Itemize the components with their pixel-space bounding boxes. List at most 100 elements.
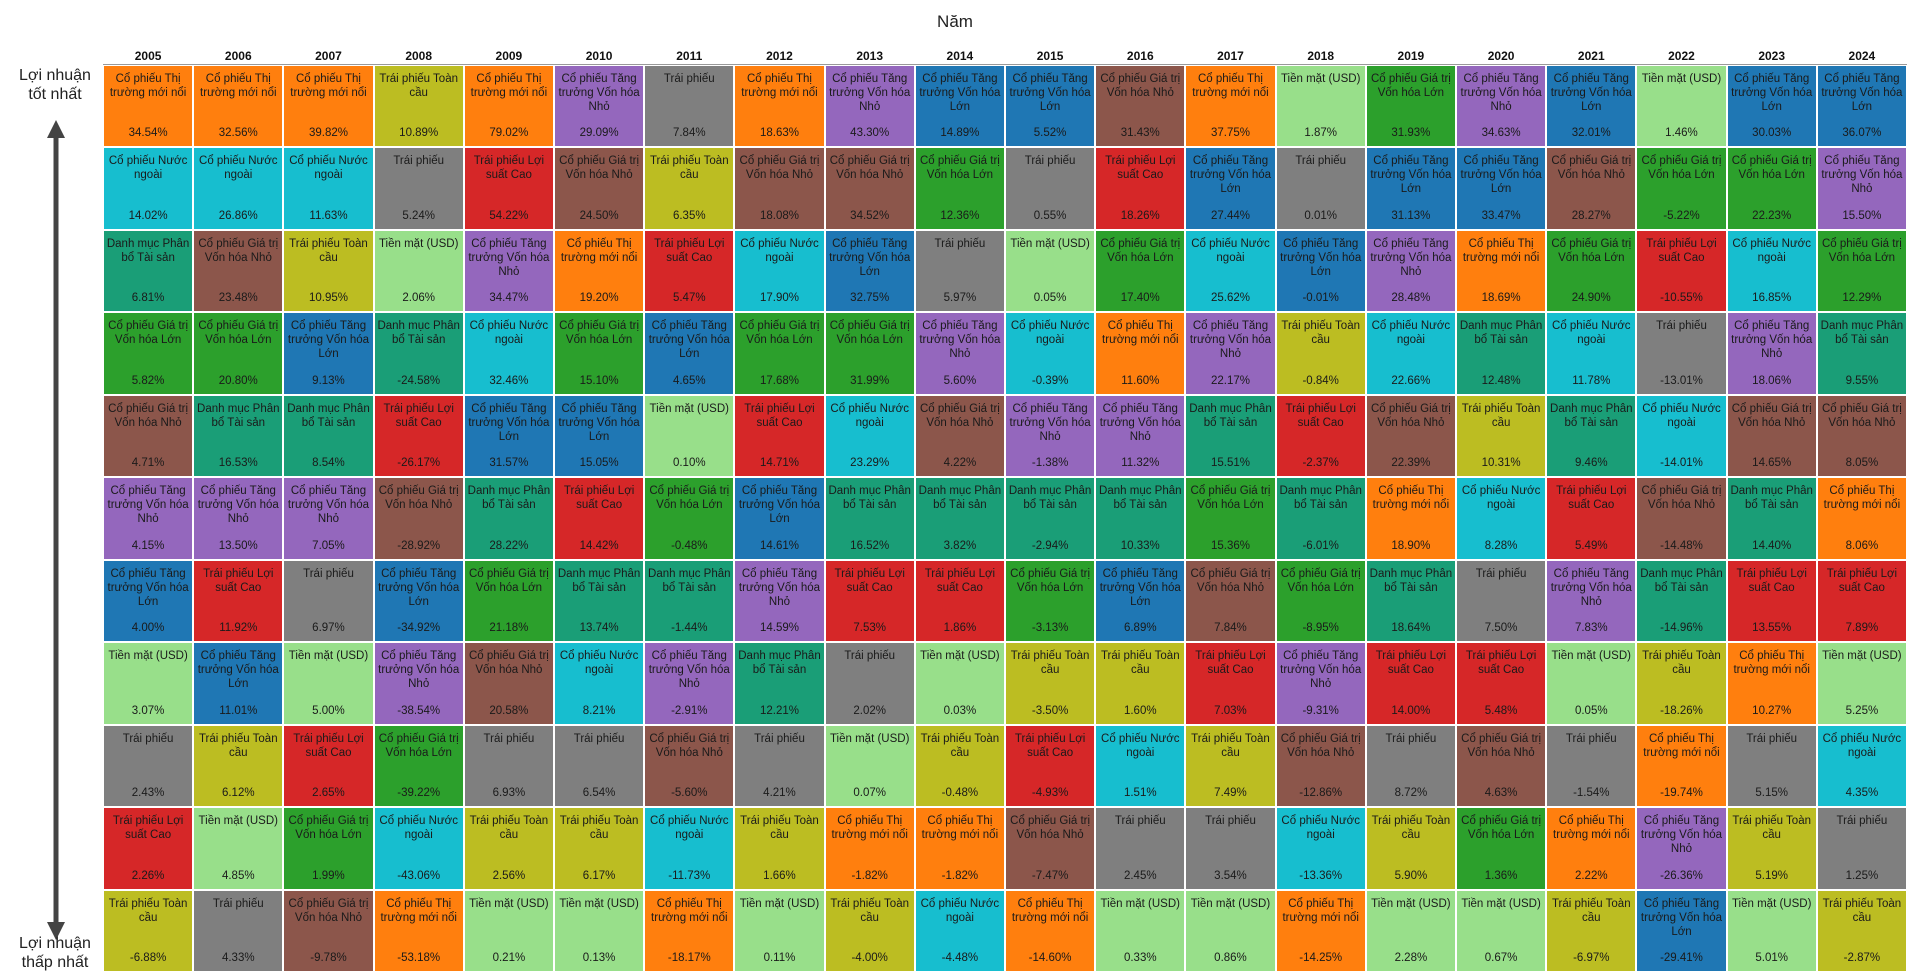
return-value: 10.31% [1481, 457, 1521, 470]
return-value: 20.58% [489, 704, 529, 717]
return-cell: Cổ phiếu Nước ngoài 23.29% [824, 394, 915, 478]
return-cell: Cổ phiếu Thị trường mới nổi 8.06% [1816, 477, 1907, 560]
asset-class-name: Cổ phiếu Tăng trưởng Vốn hóa Lớn [829, 237, 911, 278]
return-value: 5.60% [943, 374, 977, 387]
asset-class-name: Cổ phiếu Nước ngoài [289, 155, 368, 182]
asset-class-name: Trái phiếu Toàn cầu [559, 815, 639, 842]
return-cell: Cổ phiếu Giá trị Vốn hóa Lớn 22.23% [1726, 147, 1817, 230]
return-cell: Danh mục Phân bổ Tài sản 9.55% [1816, 312, 1907, 395]
return-value: 18.26% [1120, 209, 1160, 222]
return-value: 18.90% [1391, 539, 1431, 552]
return-cell: Trái phiếu Lợi suất Cao -2.37% [1275, 394, 1366, 478]
asset-class-name: Cổ phiếu Nước ngoài [108, 155, 188, 182]
return-value: -7.47% [1031, 869, 1069, 882]
asset-class-name: Cổ phiếu Tăng trưởng Vốn hóa Nhỏ [1821, 155, 1903, 196]
return-value: 37.75% [1210, 127, 1250, 140]
return-value: -2.37% [1302, 457, 1339, 470]
year-header: 2013 [824, 48, 915, 65]
asset-class-name: Cổ phiếu Nước ngoài [1281, 815, 1360, 842]
asset-class-name: Cổ phiếu Tăng trưởng Vốn hóa Nhỏ [738, 567, 821, 608]
return-cell: Cổ phiếu Giá trị Vốn hóa Lớn 12.36% [914, 147, 1005, 230]
asset-class-name: Cổ phiếu Tăng trưởng Vốn hóa Lớn [1821, 73, 1903, 113]
asset-class-name: Cổ phiếu Giá trị Vốn hóa Nhỏ [1100, 73, 1181, 99]
return-cell: Trái phiếu 6.93% [463, 724, 554, 808]
return-value: 14.61% [759, 539, 799, 552]
asset-class-name: Cổ phiếu Tăng trưởng Vốn hóa Lớn [1189, 155, 1272, 196]
return-cell: Trái phiếu -13.01% [1636, 312, 1727, 395]
return-value: 4.63% [1484, 787, 1518, 800]
return-cell: Tiền mặt (USD) 0.11% [734, 889, 825, 972]
asset-class-name: Trái phiếu Toàn cầu [1010, 650, 1090, 677]
asset-class-name: Tiền mặt (USD) [198, 815, 278, 828]
asset-class-name: Danh mục Phân bổ Tài sản [197, 402, 280, 429]
asset-class-name: Cổ phiếu Nước ngoài [1191, 237, 1270, 264]
return-cell: Cổ phiếu Giá trị Vốn hóa Lớn -3.13% [1005, 559, 1096, 643]
asset-class-name: Trái phiếu Toàn cầu [920, 732, 1000, 759]
asset-class-name: Cổ phiếu Giá trị Vốn hóa Nhỏ [1821, 402, 1902, 429]
return-cell: Trái phiếu 0.01% [1275, 147, 1366, 230]
return-value: 15.36% [1210, 539, 1250, 552]
return-value: 5.25% [1845, 704, 1879, 717]
return-cell: Trái phiếu Toàn cầu -4.00% [824, 889, 915, 972]
return-value: 6.81% [131, 292, 165, 305]
return-cell: Trái phiếu Lợi suất Cao 14.71% [734, 394, 825, 478]
return-value: 10.89% [399, 127, 439, 140]
return-value: 8.06% [1845, 539, 1879, 552]
return-value: -0.84% [1302, 374, 1339, 387]
return-value: 8.54% [312, 457, 345, 470]
return-value: 4.22% [943, 457, 977, 470]
asset-class-name: Cổ phiếu Tăng trưởng Vốn hóa Nhỏ [648, 650, 730, 691]
return-cell: Tiền mặt (USD) 2.06% [373, 229, 464, 313]
return-value: 2.22% [1574, 869, 1608, 882]
return-cell: Trái phiếu Toàn cầu 10.95% [283, 229, 374, 313]
return-cell: Cổ phiếu Thị trường mới nổi 79.02% [463, 65, 554, 148]
return-cell: Cổ phiếu Giá trị Vốn hóa Lớn -0.48% [644, 477, 735, 560]
return-cell: Cổ phiếu Nước ngoài 26.86% [193, 147, 284, 230]
return-value: 32.46% [489, 374, 529, 387]
return-cell: Trái phiếu Toàn cầu 5.90% [1365, 807, 1456, 890]
asset-class-name: Cổ phiếu Tăng trưởng Vốn hóa Lớn [919, 73, 1001, 113]
asset-class-name: Tiền mặt (USD) [559, 897, 639, 910]
asset-class-name: Cổ phiếu Giá trị Vốn hóa Nhỏ [1731, 402, 1812, 429]
year-header: 2010 [554, 48, 645, 65]
return-cell: Cổ phiếu Tăng trưởng Vốn hóa Lớn -29.41% [1636, 889, 1727, 972]
return-cell: Cổ phiếu Tăng trưởng Vốn hóa Lớn 5.52% [1005, 65, 1096, 148]
return-value: 18.63% [759, 127, 799, 140]
return-value: 22.39% [1391, 457, 1431, 470]
return-cell: Cổ phiếu Tăng trưởng Vốn hóa Nhỏ 7.05% [283, 477, 374, 560]
return-value: 5.00% [312, 704, 345, 717]
asset-class-name: Cổ phiếu Giá trị Vốn hóa Lớn [1100, 237, 1181, 264]
year-header: 2016 [1095, 48, 1186, 65]
return-cell: Cổ phiếu Tăng trưởng Vốn hóa Lớn 4.65% [644, 312, 735, 395]
asset-class-name: Tiền mặt (USD) [378, 237, 459, 250]
asset-class-name: Trái phiếu Toàn cầu [1551, 897, 1631, 924]
return-value: 25.62% [1210, 292, 1250, 305]
return-cell: Cổ phiếu Nước ngoài 1.51% [1095, 724, 1186, 808]
return-value: 15.05% [579, 457, 619, 470]
return-cell: Cổ phiếu Nước ngoài -4.48% [914, 889, 1005, 972]
return-cell: Tiền mặt (USD) 5.25% [1816, 642, 1907, 725]
asset-class-name: Cổ phiếu Giá trị Vốn hóa Lớn [1190, 485, 1271, 512]
asset-class-name: Cổ phiếu Tăng trưởng Vốn hóa Nhỏ [287, 485, 370, 526]
asset-class-name: Cổ phiếu Tăng trưởng Vốn hóa Nhỏ [919, 320, 1001, 361]
return-cell: Danh mục Phân bổ Tài sản 3.82% [914, 477, 1005, 560]
asset-class-name: Danh mục Phân bổ Tài sản [377, 320, 460, 347]
year-header: 2021 [1546, 48, 1637, 65]
return-value: 28.48% [1391, 292, 1431, 305]
return-value: 24.50% [579, 209, 619, 222]
asset-class-name: Trái phiếu Lợi suất Cao [1646, 237, 1717, 264]
asset-class-name: Cổ phiếu Tăng trưởng Vốn hóa Nhỏ [197, 485, 279, 526]
return-value: 0.05% [1033, 292, 1067, 305]
asset-class-name: Trái phiếu [1385, 732, 1437, 745]
return-cell: Trái phiếu 4.33% [193, 889, 284, 972]
return-cell: Cổ phiếu Thị trường mới nổi 18.90% [1365, 477, 1456, 560]
asset-class-name: Trái phiếu Toàn cầu [1281, 320, 1360, 347]
return-cell: Trái phiếu 6.54% [554, 724, 645, 808]
return-cell: Cổ phiếu Tăng trưởng Vốn hóa Lớn -0.01% [1275, 229, 1366, 313]
return-cell: Cổ phiếu Nước ngoài -14.01% [1636, 394, 1727, 478]
year-header: 2014 [914, 48, 1005, 65]
return-value: 0.07% [853, 787, 886, 800]
asset-class-name: Cổ phiếu Tăng trưởng Vốn hóa Nhỏ [1280, 650, 1362, 691]
return-value: 18.08% [759, 209, 799, 222]
asset-class-name: Cổ phiếu Tăng trưởng Vốn hóa Lớn [378, 567, 460, 608]
